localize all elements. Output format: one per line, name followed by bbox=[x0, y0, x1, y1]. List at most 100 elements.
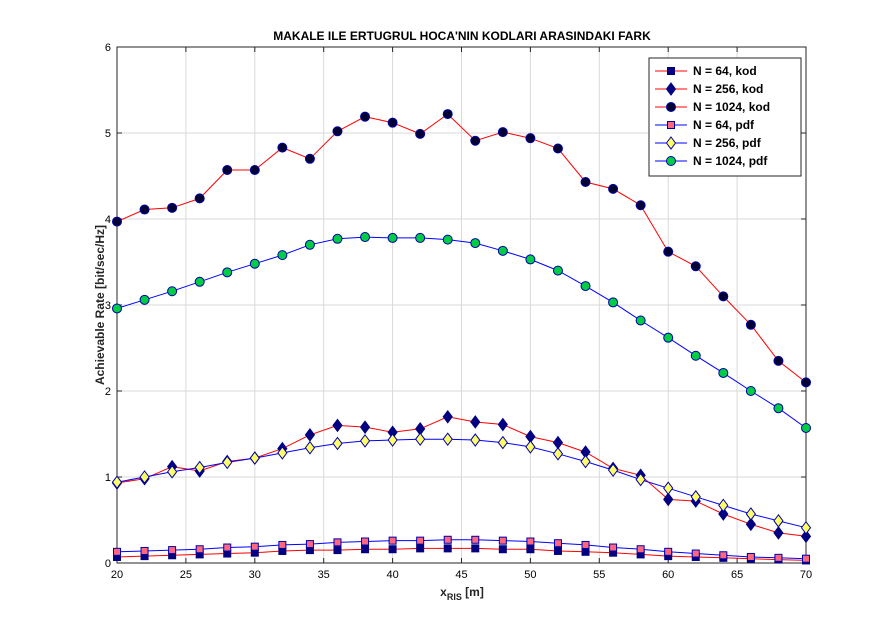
data-point bbox=[332, 126, 343, 137]
data-point bbox=[113, 547, 121, 556]
data-point bbox=[802, 554, 810, 563]
data-point bbox=[194, 193, 205, 204]
legend-item: N = 64, pdf bbox=[655, 118, 755, 132]
legend-marker bbox=[666, 102, 676, 112]
data-point bbox=[552, 143, 563, 154]
series-4 bbox=[113, 535, 810, 563]
legend-label: N = 1024, kod bbox=[693, 100, 770, 114]
data-point bbox=[718, 291, 729, 302]
data-point bbox=[497, 127, 508, 138]
series-6 bbox=[112, 232, 811, 433]
data-point bbox=[167, 286, 178, 297]
data-point bbox=[277, 250, 288, 261]
data-point bbox=[304, 153, 315, 164]
data-point bbox=[195, 545, 204, 554]
data-point bbox=[415, 128, 426, 139]
data-point bbox=[442, 234, 453, 245]
data-point bbox=[691, 549, 700, 558]
legend-label: N = 64, pdf bbox=[693, 118, 755, 132]
data-point bbox=[305, 540, 314, 549]
data-point bbox=[415, 432, 426, 446]
x-tick-label: 35 bbox=[318, 569, 330, 581]
data-point bbox=[387, 117, 398, 128]
data-point bbox=[304, 428, 316, 442]
data-point bbox=[222, 164, 233, 175]
x-tick-label: 55 bbox=[593, 569, 605, 581]
y-axis-label: Achievable Rate [bit/sec/Hz] bbox=[93, 225, 107, 385]
data-point bbox=[360, 232, 371, 243]
data-point bbox=[663, 246, 674, 257]
data-point bbox=[471, 535, 480, 544]
data-point bbox=[442, 109, 453, 120]
x-tick-label: 45 bbox=[455, 569, 467, 581]
data-point bbox=[112, 216, 122, 227]
data-point bbox=[525, 254, 536, 265]
data-point bbox=[471, 544, 480, 553]
data-point bbox=[552, 265, 563, 276]
data-point bbox=[277, 446, 288, 460]
data-point bbox=[139, 294, 150, 305]
y-tick-label: 0 bbox=[105, 558, 111, 570]
data-point bbox=[525, 133, 536, 144]
x-tick-label: 60 bbox=[662, 569, 674, 581]
legend-marker bbox=[666, 156, 676, 166]
data-point bbox=[718, 507, 729, 521]
data-point bbox=[470, 433, 481, 447]
data-point bbox=[580, 454, 591, 469]
data-point bbox=[304, 440, 316, 455]
data-point bbox=[801, 422, 811, 433]
data-point bbox=[359, 420, 371, 434]
data-point bbox=[278, 540, 287, 549]
data-point bbox=[608, 183, 619, 194]
data-point bbox=[388, 536, 397, 545]
data-point bbox=[526, 537, 535, 546]
data-point bbox=[663, 481, 674, 496]
data-point bbox=[167, 202, 178, 213]
data-point bbox=[801, 377, 811, 388]
data-point bbox=[580, 177, 591, 188]
data-point bbox=[526, 545, 535, 554]
data-point bbox=[525, 440, 536, 454]
data-point bbox=[636, 545, 645, 554]
data-point bbox=[223, 543, 232, 552]
legend-label: N = 256, kod bbox=[693, 82, 763, 96]
legend-item: N = 64, kod bbox=[655, 64, 757, 78]
data-point bbox=[553, 546, 562, 555]
y-tick-label: 6 bbox=[105, 42, 111, 54]
data-point bbox=[773, 514, 784, 528]
legend-item: N = 256, kod bbox=[655, 82, 763, 96]
data-point bbox=[249, 451, 260, 465]
data-point bbox=[333, 538, 342, 547]
data-point bbox=[249, 258, 260, 269]
legend: N = 64, kod N = 256, kod N = 1024, kod N = … bbox=[648, 57, 802, 177]
legend-marker bbox=[667, 121, 675, 129]
x-axis-label-sub: RIS bbox=[447, 592, 462, 602]
x-tick-label: 30 bbox=[249, 569, 261, 581]
data-point bbox=[361, 537, 370, 546]
x-axis-label-main: x bbox=[440, 585, 447, 599]
data-point bbox=[718, 367, 729, 378]
data-point bbox=[609, 543, 618, 552]
y-tick-label: 4 bbox=[105, 214, 111, 226]
data-point bbox=[250, 542, 259, 551]
data-point bbox=[387, 433, 398, 447]
data-point bbox=[470, 135, 481, 146]
legend-item: N = 1024, pdf bbox=[655, 154, 768, 168]
data-point bbox=[663, 492, 674, 507]
x-tick-label: 50 bbox=[524, 569, 536, 581]
data-point bbox=[580, 281, 591, 292]
data-point bbox=[139, 204, 150, 215]
data-point bbox=[664, 547, 673, 556]
y-tick-label: 2 bbox=[105, 386, 111, 398]
legend-item: N = 1024, kod bbox=[655, 100, 770, 114]
data-point bbox=[690, 261, 701, 272]
x-tick-label: 20 bbox=[111, 569, 123, 581]
data-point bbox=[498, 545, 507, 554]
data-point bbox=[443, 535, 452, 544]
data-point bbox=[388, 545, 397, 554]
legend-label: N = 64, kod bbox=[693, 64, 757, 78]
data-point bbox=[416, 536, 425, 545]
data-point bbox=[607, 463, 619, 477]
legend-item: N = 256, pdf bbox=[655, 136, 762, 150]
legend-label: N = 1024, pdf bbox=[693, 154, 768, 168]
